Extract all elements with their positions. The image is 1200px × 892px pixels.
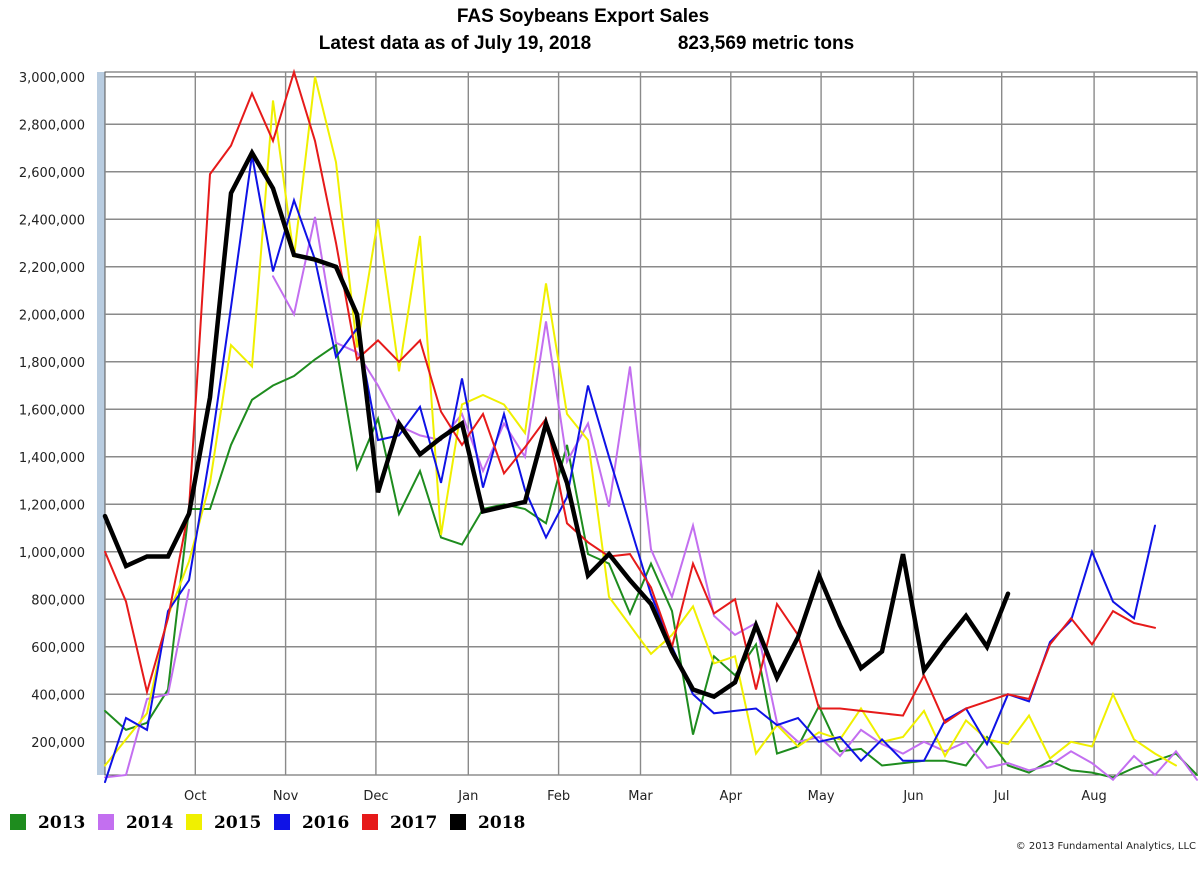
copyright-credit: © 2013 Fundamental Analytics, LLC [1016,841,1196,852]
series-2016 [104,154,1156,784]
x-tick-label: Oct [184,789,206,804]
legend-swatch-2017 [362,814,378,830]
legend-swatch-2014 [98,814,114,830]
y-tick-label: 800,000 [31,593,85,608]
series-2015 [104,76,1177,767]
x-tick-label: Nov [273,789,299,804]
x-tick-label: Jul [993,789,1010,804]
y-tick-label: 2,600,000 [19,166,85,181]
x-tick-label: May [808,789,835,804]
x-tick-label: Jan [457,789,478,804]
series-lines [102,68,1198,784]
legend: 2013 2014 2015 2016 2017 2018 [10,813,525,833]
series-line-2018 [102,148,1011,700]
x-tick-label: Jun [902,789,923,804]
legend-label-2014: 2014 [126,813,173,833]
chart-title: FAS Soybeans Export Sales [457,6,709,27]
legend-label-2013: 2013 [38,813,85,833]
y-tick-label: 2,400,000 [19,213,85,228]
series-2014 [104,216,1198,782]
legend-label-2017: 2017 [390,813,437,833]
chart-subtitle-date: Latest data as of July 19, 2018 [319,33,591,54]
legend-swatch-2015 [186,814,202,830]
x-tick-label: Mar [628,789,653,804]
plot-area [104,71,1198,776]
chart-subtitle-total: 823,569 metric tons [678,33,854,54]
x-tick-label: Aug [1081,789,1106,804]
x-tick-label: Dec [363,789,388,804]
y-tick-label: 3,000,000 [19,71,85,86]
series-line-2017 [104,68,1156,725]
series-line-2016 [104,154,1156,784]
series-line-2015 [104,76,1177,767]
y-tick-label: 2,800,000 [19,118,85,133]
y-tick-label: 2,200,000 [19,261,85,276]
x-tick-label: Apr [720,789,743,804]
series-line-2014 [104,588,190,779]
y-tick-label: 1,600,000 [19,403,85,418]
series-line-2014 [272,216,1198,782]
y-tick-label: 1,400,000 [19,451,85,466]
grid-lines [105,72,1197,775]
y-tick-label: 1,200,000 [19,498,85,513]
y-tick-label: 1,000,000 [19,546,85,561]
series-2017 [104,68,1156,725]
legend-swatch-2018 [450,814,466,830]
y-axis-ticks: 200,000 400,000 600,000 800,000 1,000,000 1,2… [19,71,85,751]
legend-label-2018: 2018 [478,813,525,833]
y-tick-label: 400,000 [31,688,85,703]
x-axis-ticks: Oct Nov Dec Jan Feb Mar Apr May Jun Jul Aug [184,789,1107,804]
y-tick-label: 2,000,000 [19,308,85,323]
legend-label-2016: 2016 [302,813,349,833]
series-2013 [104,343,1198,779]
legend-swatch-2016 [274,814,290,830]
x-tick-label: Feb [547,789,570,804]
y-tick-label: 200,000 [31,736,85,751]
y-axis-band [97,72,105,775]
series-line-2013 [104,343,1198,779]
legend-label-2015: 2015 [214,813,261,833]
legend-swatch-2013 [10,814,26,830]
y-tick-label: 1,800,000 [19,356,85,371]
y-tick-label: 600,000 [31,641,85,656]
series-2018 [102,148,1011,700]
